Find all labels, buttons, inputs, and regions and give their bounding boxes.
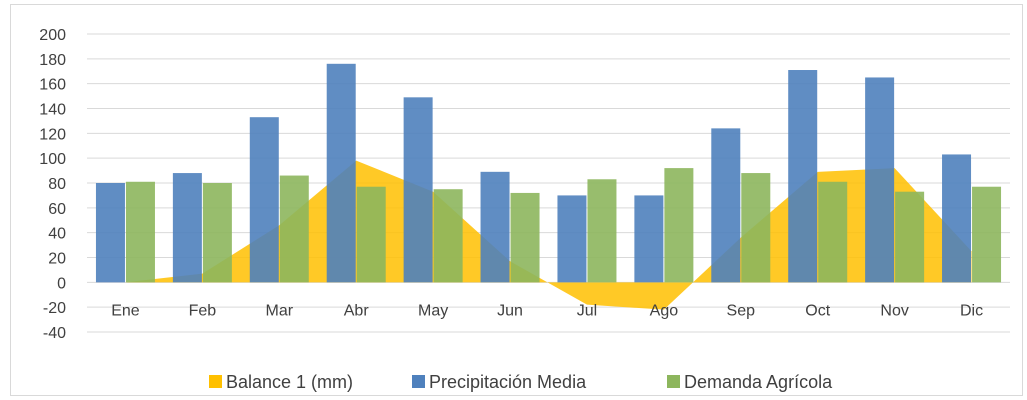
legend-label: Precipitación Media <box>429 372 587 392</box>
x-tick-label: Dic <box>960 302 983 319</box>
x-tick-label: Nov <box>880 302 908 319</box>
y-tick-label: 180 <box>39 52 66 69</box>
x-tick-label: Abr <box>344 302 370 319</box>
y-tick-label: 160 <box>39 77 66 94</box>
x-tick-label: Ago <box>650 302 679 319</box>
precipitation-bar <box>788 70 818 283</box>
y-tick-label: 120 <box>39 126 66 143</box>
y-tick-label: 140 <box>39 102 66 119</box>
demand-bar <box>510 192 540 283</box>
precipitation-bar <box>942 154 972 283</box>
legend-swatch <box>209 375 222 388</box>
x-tick-label: Jun <box>497 302 523 319</box>
legend-label: Demanda Agrícola <box>684 372 833 392</box>
demand-bar <box>741 173 771 283</box>
demand-bar <box>895 191 925 283</box>
y-tick-label: 100 <box>39 151 66 168</box>
x-tick-label: May <box>418 302 448 319</box>
y-tick-label: 40 <box>48 226 66 243</box>
precipitation-bar <box>403 97 433 283</box>
demand-bar <box>664 168 694 283</box>
y-tick-label: 20 <box>48 251 66 268</box>
bars <box>95 63 1002 283</box>
demand-bar <box>972 186 1002 283</box>
legend: Balance 1 (mm) Precipitación Media Demanda… <box>209 372 833 392</box>
precipitation-bar <box>557 195 587 283</box>
x-tick-label: Sep <box>727 302 756 319</box>
demand-bar <box>356 186 386 283</box>
demand-bar <box>587 179 617 283</box>
demand-bar <box>818 181 848 283</box>
precipitation-bar <box>865 77 895 283</box>
y-tick-label: -20 <box>43 300 66 317</box>
demand-bar <box>202 183 232 283</box>
x-tick-label: Jul <box>577 302 597 319</box>
y-tick-label: -40 <box>43 325 66 342</box>
demand-bar <box>433 189 463 283</box>
legend-swatch <box>667 375 680 388</box>
precipitation-bar <box>172 173 202 283</box>
x-tick-label: Ene <box>111 302 140 319</box>
precipitation-bar <box>634 195 664 283</box>
precipitation-bar <box>480 171 510 283</box>
x-tick-label: Oct <box>805 302 830 319</box>
y-tick-label: 200 <box>39 27 66 44</box>
y-tick-label: 0 <box>57 275 66 292</box>
precipitation-bar <box>711 128 741 283</box>
precipitation-bar <box>95 183 125 283</box>
demand-bar <box>125 181 155 283</box>
y-tick-label: 60 <box>48 201 66 218</box>
x-axis-ticks: Ene Feb Mar Abr May Jun Jul Ago Sep Oct Nov Dic <box>111 302 983 319</box>
legend-swatch <box>412 375 425 388</box>
x-tick-label: Feb <box>189 302 217 319</box>
x-tick-label: Mar <box>266 302 294 319</box>
y-tick-label: 80 <box>48 176 66 193</box>
demand-bar <box>279 175 309 283</box>
precipitation-bar <box>249 117 279 283</box>
legend-label: Balance 1 (mm) <box>226 372 353 392</box>
precipitation-bar <box>326 63 356 283</box>
